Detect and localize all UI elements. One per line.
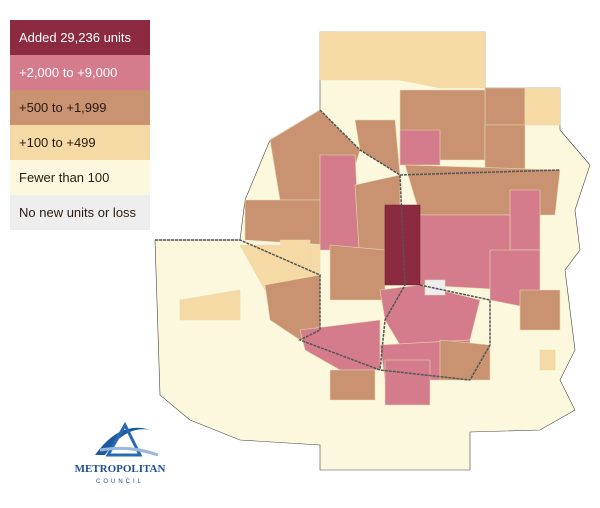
legend-item: +2,000 to +9,000 [10, 55, 150, 90]
region [524, 87, 561, 126]
legend-item: +100 to +499 [10, 125, 150, 160]
region [484, 124, 526, 171]
legend-item: Added 29,236 units [10, 20, 150, 55]
county-borders [155, 109, 561, 381]
region [484, 87, 526, 126]
legend: Added 29,236 units +2,000 to +9,000 +500 t… [10, 20, 150, 230]
region [539, 349, 556, 371]
logo-name: METROPOLITAN [75, 463, 166, 475]
region [509, 189, 541, 251]
region [519, 289, 561, 331]
region [424, 279, 446, 296]
region [399, 31, 486, 89]
region [279, 239, 311, 271]
logo: METROPOLITAN COUNCIL [75, 421, 166, 485]
logo-subtitle: COUNCIL [96, 479, 144, 485]
region [319, 154, 361, 251]
region [179, 289, 241, 321]
region [319, 31, 401, 81]
regions [154, 31, 591, 471]
region [329, 369, 376, 401]
region [439, 339, 491, 381]
region [329, 244, 386, 301]
region [399, 129, 441, 166]
region [244, 199, 331, 246]
legend-item: Fewer than 100 [10, 160, 150, 195]
legend-item: +500 to +1,999 [10, 90, 150, 125]
region [384, 359, 431, 406]
legend-item: No new units or loss [10, 195, 150, 230]
